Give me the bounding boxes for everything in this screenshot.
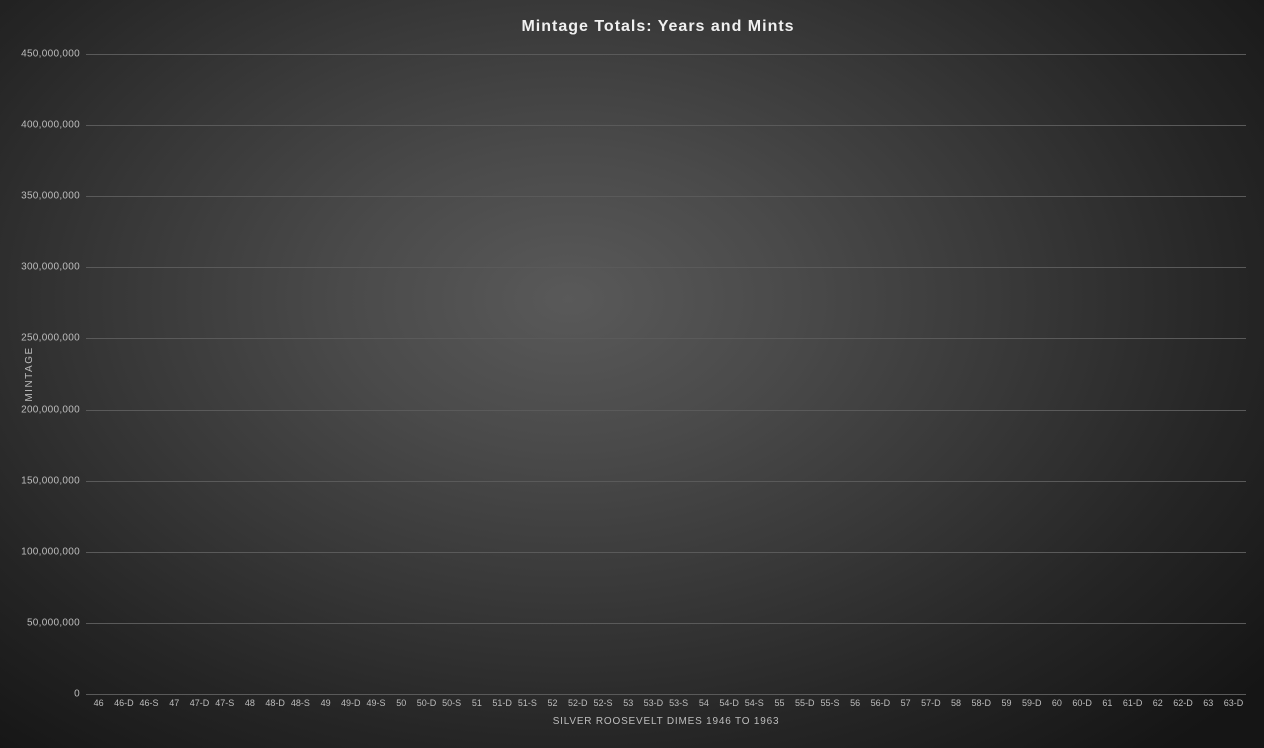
x-tick-label: 49-S [365,698,386,708]
x-tick-label: 54-S [744,698,765,708]
x-tick-label: 59-D [1021,698,1042,708]
x-tick-label: 54 [693,698,714,708]
x-tick-label: 59 [996,698,1017,708]
y-axis-title: MINTAGE [24,346,35,401]
x-tick-label: 55-D [794,698,815,708]
x-tick-label: 60-D [1072,698,1093,708]
x-tick-label: 52 [542,698,563,708]
x-tick-label: 47-S [214,698,235,708]
x-tick-label: 50-D [416,698,437,708]
x-tick-label: 46 [88,698,109,708]
x-tick-label: 51-D [492,698,513,708]
y-tick-label: 250,000,000 [20,333,80,344]
grid-line [86,338,1246,339]
grid-line [86,54,1246,55]
grid-line [86,694,1246,695]
x-tick-labels: 46 46-D 46-S 47 47-D 47-S 48 48-D 48-S 49 49-D 49-S… [86,698,1246,708]
mintage-bar-chart: MINTAGE Mintage Totals: Years and Mints … [0,0,1264,748]
x-tick-label: 55 [769,698,790,708]
x-tick-label: 49-D [340,698,361,708]
x-tick-label: 55-S [819,698,840,708]
x-tick-label: 49 [315,698,336,708]
x-tick-label: 46-D [113,698,134,708]
y-tick-label: 300,000,000 [20,262,80,273]
x-tick-label: 46-S [138,698,159,708]
x-tick-label: 57-D [920,698,941,708]
bars-container [86,54,1246,694]
x-tick-label: 50 [391,698,412,708]
x-tick-label: 52-S [592,698,613,708]
x-tick-label: 54-D [718,698,739,708]
x-tick-label: 53-D [643,698,664,708]
chart-title: Mintage Totals: Years and Mints [70,18,1246,36]
x-tick-label: 56 [845,698,866,708]
x-tick-label: 50-S [441,698,462,708]
x-tick-label: 63-D [1223,698,1244,708]
x-tick-label: 62-D [1172,698,1193,708]
x-tick-label: 48 [239,698,260,708]
x-tick-label: 53 [618,698,639,708]
x-tick-label: 48-S [290,698,311,708]
y-tick-label: 450,000,000 [20,49,80,60]
x-tick-label: 62 [1147,698,1168,708]
grid-line [86,623,1246,624]
x-tick-label: 47 [164,698,185,708]
x-tick-label: 60 [1046,698,1067,708]
grid-line [86,267,1246,268]
y-tick-label: 150,000,000 [20,475,80,486]
plot-area: 050,000,000100,000,000150,000,000200,000… [86,54,1246,694]
y-tick-label: 350,000,000 [20,191,80,202]
grid-line [86,125,1246,126]
y-tick-label: 100,000,000 [20,546,80,557]
x-tick-label: 48-D [265,698,286,708]
x-tick-label: 58 [945,698,966,708]
x-tick-label: 52-D [567,698,588,708]
grid-line [86,196,1246,197]
x-tick-label: 61 [1097,698,1118,708]
x-tick-label: 58-D [971,698,992,708]
y-tick-label: 400,000,000 [20,120,80,131]
y-tick-label: 0 [20,689,80,700]
y-tick-label: 200,000,000 [20,404,80,415]
y-tick-label: 50,000,000 [20,617,80,628]
x-tick-label: 53-S [668,698,689,708]
x-tick-label: 47-D [189,698,210,708]
x-tick-label: 56-D [870,698,891,708]
grid-line [86,410,1246,411]
x-axis-title: SILVER ROOSEVELT DIMES 1946 TO 1963 [86,716,1246,727]
x-tick-label: 51 [466,698,487,708]
grid-line [86,481,1246,482]
x-tick-label: 63 [1198,698,1219,708]
x-tick-label: 57 [895,698,916,708]
grid-line [86,552,1246,553]
x-tick-label: 51-S [517,698,538,708]
x-tick-label: 61-D [1122,698,1143,708]
